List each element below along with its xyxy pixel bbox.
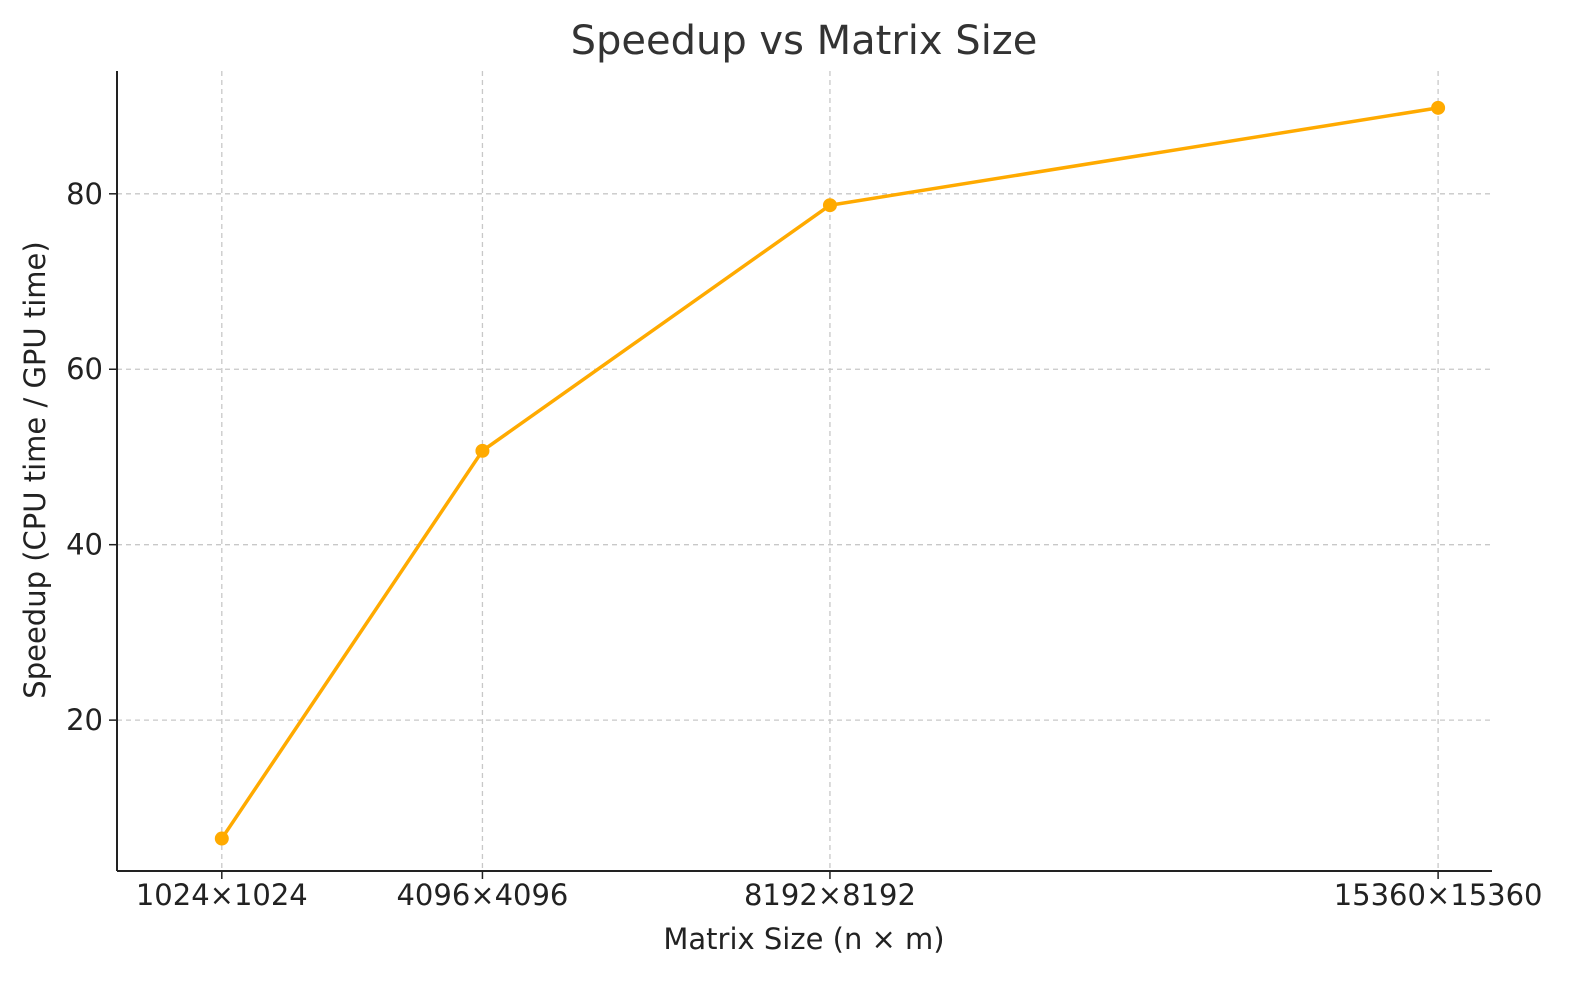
- y-tick-label: 80: [66, 177, 103, 211]
- x-tick-label: 4096×4096: [396, 878, 568, 912]
- ticks: 20 40 60 80 1024×1024 4096×4096 8192×8192 15360…: [66, 177, 1542, 912]
- y-tick-label: 40: [66, 528, 103, 562]
- data-point: [475, 443, 490, 458]
- data-point: [822, 198, 837, 213]
- x-axis-title: Matrix Size (n × m): [663, 922, 944, 956]
- y-tick-label: 60: [66, 352, 103, 386]
- x-tick-label: 8192×8192: [744, 878, 916, 912]
- grid: [117, 71, 1492, 871]
- y-tick-label: 20: [66, 703, 103, 737]
- x-tick-label: 1024×1024: [136, 878, 308, 912]
- x-tick-label: 15360×15360: [1334, 878, 1543, 912]
- chart-title: Speedup vs Matrix Size: [571, 18, 1038, 64]
- y-axis-title: Speedup (CPU time / GPU time): [18, 241, 52, 698]
- series: [214, 100, 1446, 846]
- axes: [116, 71, 1492, 872]
- series-line: [220, 106, 1439, 840]
- data-point: [214, 831, 229, 846]
- data-point: [1431, 100, 1446, 115]
